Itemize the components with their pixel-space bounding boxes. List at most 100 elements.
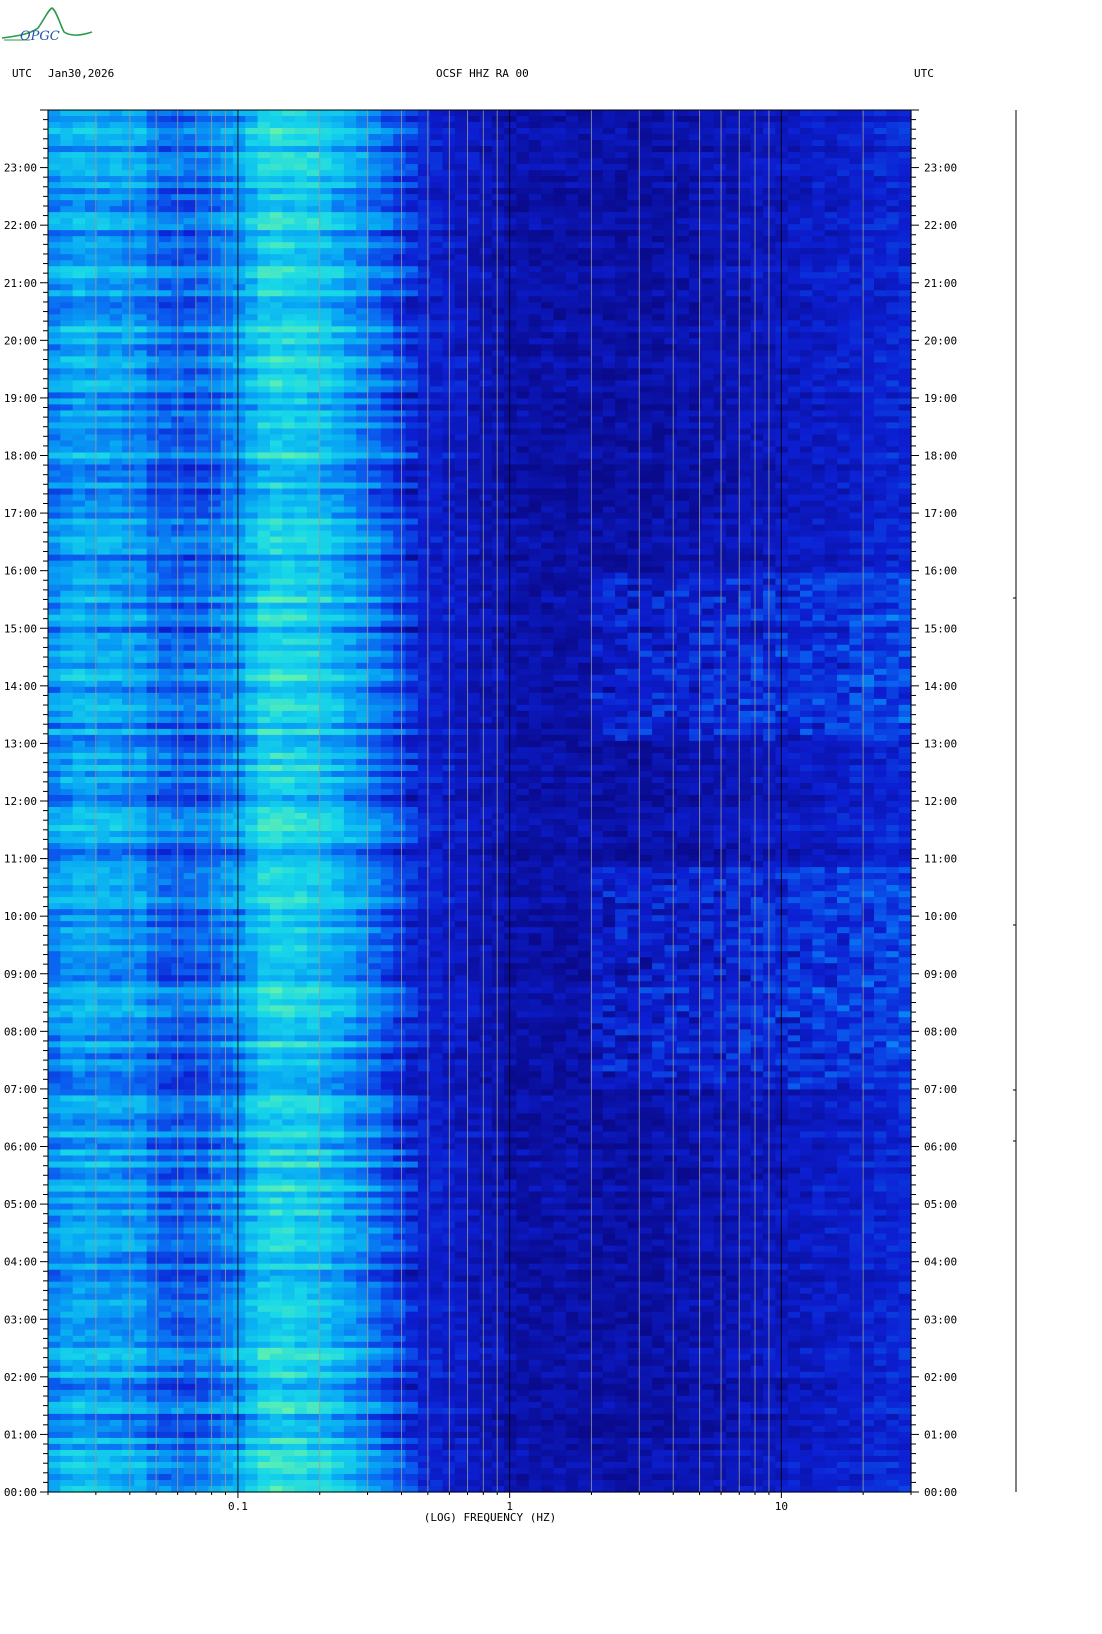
heatmap-cell	[590, 314, 604, 321]
heatmap-cell	[97, 236, 111, 243]
heatmap-cell	[257, 458, 271, 466]
heatmap-cell	[109, 398, 123, 406]
heatmap-cell	[454, 266, 468, 273]
heatmap-cell	[738, 260, 752, 267]
heatmap-cell	[393, 362, 407, 369]
heatmap-cell	[800, 500, 813, 508]
heatmap-cell	[257, 248, 271, 255]
heatmap-cell	[331, 332, 345, 339]
heatmap-cell	[504, 470, 518, 478]
heatmap-cell	[590, 266, 604, 273]
heatmap-cell	[849, 374, 863, 381]
heatmap-cell	[664, 224, 678, 231]
heatmap-cell	[232, 230, 246, 237]
heatmap-cell	[787, 380, 801, 387]
heatmap-cell	[417, 524, 431, 532]
heatmap-cell	[726, 194, 739, 201]
heatmap-cell	[430, 140, 444, 147]
heatmap-cell	[812, 494, 826, 502]
heatmap-cell	[689, 434, 703, 442]
heatmap-cell	[726, 140, 739, 147]
heatmap-cell	[134, 260, 148, 267]
heatmap-cell	[467, 116, 481, 123]
heatmap-cell	[430, 458, 444, 466]
heatmap-cell	[356, 266, 370, 273]
heatmap-cell	[726, 476, 739, 484]
heatmap-cell	[368, 488, 382, 496]
heatmap-cell	[824, 488, 838, 496]
heatmap-cell	[232, 248, 246, 255]
heatmap-cell	[824, 236, 838, 243]
heatmap-cell	[516, 326, 530, 333]
heatmap-cell	[343, 524, 357, 532]
heatmap-cell	[134, 410, 148, 418]
heatmap-cell	[393, 266, 407, 273]
heatmap-cell	[121, 410, 135, 418]
heatmap-cell	[319, 290, 333, 297]
heatmap-cell	[467, 410, 481, 418]
heatmap-cell	[232, 488, 246, 496]
heatmap-cell	[146, 122, 160, 129]
heatmap-cell	[121, 212, 135, 219]
heatmap-cell	[467, 206, 481, 213]
heatmap-cell	[269, 452, 283, 460]
heatmap-cell	[368, 284, 382, 291]
heatmap-cell	[553, 260, 567, 267]
heatmap-cell	[824, 188, 838, 195]
heatmap-cell	[898, 242, 912, 249]
heatmap-cell	[713, 296, 727, 303]
heatmap-cell	[553, 392, 567, 400]
heatmap-cell	[639, 410, 653, 418]
heatmap-cell	[183, 224, 197, 231]
heatmap-cell	[639, 482, 653, 490]
heatmap-cell	[84, 422, 98, 430]
heatmap-cell	[245, 260, 259, 267]
heatmap-cell	[676, 140, 690, 147]
heatmap-cell	[763, 332, 776, 339]
heatmap-cell	[393, 134, 407, 141]
heatmap-cell	[726, 128, 739, 135]
heatmap-cell	[639, 506, 653, 514]
heatmap-cell	[590, 500, 604, 508]
heatmap-cell	[565, 134, 579, 141]
heatmap-cell	[467, 254, 481, 261]
heatmap-cell	[701, 410, 715, 418]
heatmap-cell	[97, 290, 111, 297]
heatmap-cell	[861, 422, 875, 430]
heatmap-cell	[208, 272, 222, 279]
heatmap-cell	[84, 200, 98, 207]
heatmap-cell	[837, 422, 850, 430]
heatmap-cell	[874, 170, 887, 177]
heatmap-cell	[60, 326, 74, 333]
heatmap-cell	[368, 248, 382, 255]
heatmap-cell	[232, 524, 246, 532]
heatmap-cell	[183, 536, 197, 544]
heatmap-cell	[393, 356, 407, 363]
heatmap-cell	[763, 170, 776, 177]
heatmap-cell	[146, 392, 160, 400]
heatmap-cell	[689, 176, 703, 183]
heatmap-cell	[615, 506, 629, 514]
heatmap-cell	[454, 188, 468, 195]
heatmap-cell	[800, 512, 813, 520]
heatmap-cell	[861, 296, 875, 303]
heatmap-cell	[812, 446, 826, 454]
heatmap-cell	[158, 374, 172, 381]
heatmap-cell	[146, 218, 160, 225]
heatmap-cell	[430, 320, 444, 327]
heatmap-cell	[417, 404, 431, 412]
heatmap-cell	[504, 452, 518, 460]
heatmap-cell	[652, 278, 666, 285]
heatmap-cell	[158, 512, 172, 520]
heatmap-cell	[158, 470, 172, 478]
heatmap-cell	[97, 530, 111, 538]
heatmap-cell	[232, 452, 246, 460]
heatmap-cell	[72, 380, 86, 387]
heatmap-cell	[479, 368, 493, 375]
heatmap-cell	[257, 182, 271, 189]
heatmap-cell	[763, 206, 776, 213]
heatmap-cell	[652, 344, 666, 351]
heatmap-cell	[331, 224, 345, 231]
heatmap-cell	[405, 428, 419, 436]
heatmap-cell	[319, 122, 333, 129]
